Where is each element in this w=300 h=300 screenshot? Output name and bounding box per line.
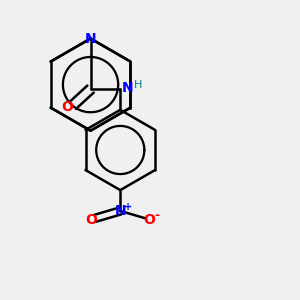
Text: O: O	[61, 100, 73, 114]
Text: +: +	[124, 202, 132, 212]
Text: N: N	[122, 81, 134, 94]
Text: N: N	[85, 32, 96, 46]
Text: O: O	[85, 213, 98, 227]
Text: N: N	[115, 204, 126, 218]
Text: O: O	[143, 213, 155, 227]
Text: -: -	[154, 209, 159, 222]
Text: H: H	[134, 80, 142, 90]
